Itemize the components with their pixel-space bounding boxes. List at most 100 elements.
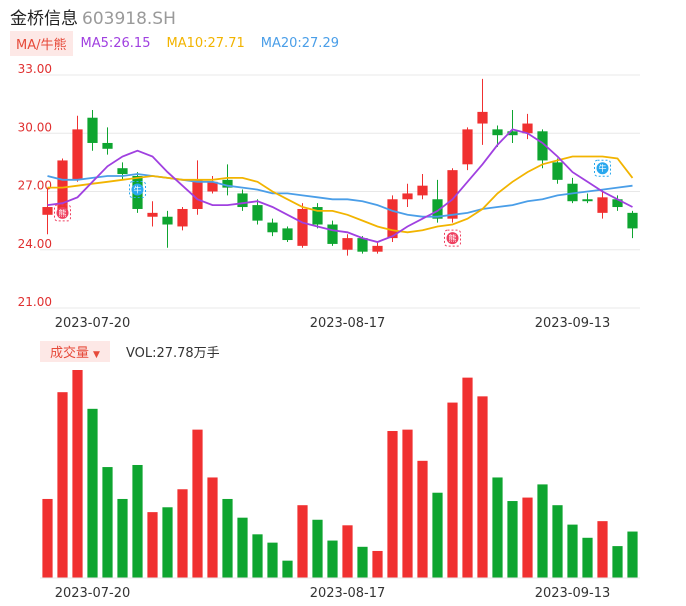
candle-body [432,199,443,219]
candle-down [102,127,113,155]
candle-down [327,220,338,246]
marker-frame [54,204,71,222]
candle-body [117,168,128,175]
volume-bar [357,546,368,578]
candle-body [522,123,533,134]
marker-label: 牛 [599,163,607,173]
candle-down [312,203,323,229]
volume-legend: 成交量 ▼ VOL:27.78万手 [40,341,220,362]
volume-date-tick-label: 2023-08-17 [310,586,386,601]
candle-body [537,131,548,161]
volume-bar [597,521,608,578]
bull-marker: 牛 [129,181,146,199]
stock-title: 金桥信息 603918.SH [10,4,176,29]
volume-bar [627,531,638,578]
volume-bar [222,498,233,578]
candle-down [162,210,173,248]
candle-down [507,109,518,143]
candle-body [222,179,233,188]
candle-down [252,199,263,225]
candle-up [192,160,203,215]
volume-bar [327,540,338,578]
candle-body [282,228,293,241]
stock-name: 金桥信息 [10,9,78,29]
candle-down [87,109,98,151]
volume-indicator-dropdown[interactable]: 成交量 ▼ [40,341,110,362]
candle-body [507,131,518,136]
volume-bar [147,512,158,578]
volume-bar [177,489,188,578]
bear-marker: 熊 [54,204,71,222]
stock-code: 603918.SH [82,9,176,29]
volume-bar [612,546,623,578]
volume-bar [87,408,98,578]
ma10-line [47,155,634,234]
candle-body [237,193,248,208]
volume-bar [312,519,323,578]
candle-body [327,224,338,244]
volume-bar [492,477,503,578]
volume-bar [117,498,128,578]
bear-marker: 熊 [444,229,461,247]
volume-bar [402,429,413,578]
ma5-label: MA5:26.15 [80,35,151,51]
bull-marker: 牛 [594,159,611,177]
candle-down [582,193,593,204]
candle-down [567,177,578,204]
ma-mode-button[interactable]: MA/牛熊 [10,30,73,56]
candle-down [237,189,248,211]
candle-body [582,199,593,202]
bear-icon [56,206,69,219]
volume-bar [57,392,68,578]
candle-up [402,183,413,208]
candle-body [567,183,578,202]
volume-bar [102,467,113,578]
volume-bar [72,370,83,578]
ma5-line [47,128,633,243]
volume-bar [162,507,173,578]
candle-body [102,142,113,149]
candle-up [72,115,83,182]
candle-body [477,111,488,124]
volume-bar [297,505,308,578]
marker-frame [594,159,611,177]
marker-label: 熊 [59,208,67,218]
candle-down [267,218,278,237]
candle-body [87,117,98,143]
candle-body [597,197,608,213]
candle-body [42,207,53,215]
volume-date-tick-label: 2023-09-13 [535,586,611,601]
candle-down [282,226,293,242]
marker-frame [444,229,461,247]
volume-bar [462,377,473,578]
candle-body [267,222,278,233]
candle-up [462,127,473,171]
marker-label: 牛 [134,185,142,195]
volume-bar [432,492,443,578]
price-tick-label: 24.00 [18,237,52,251]
candle-body [177,208,188,227]
candle-body [417,185,428,196]
candle-down [222,164,233,196]
volume-bar [507,501,518,578]
bull-icon [131,183,144,196]
volume-bar [447,402,458,578]
volume-bar [267,542,278,578]
volume-bar [537,484,548,578]
volume-date-tick-label: 2023-07-20 [55,586,131,601]
bear-icon [446,232,459,245]
ma10-label: MA10:27.71 [166,35,245,51]
candle-up [417,174,428,200]
candle-up [477,78,488,145]
volume-bar [192,429,203,578]
date-tick-label: 2023-09-13 [535,316,611,331]
candle-body [612,199,623,208]
volume-bar [252,534,263,578]
candle-body [627,212,638,229]
volume-bar [567,524,578,578]
price-tick-label: 21.00 [18,295,52,309]
candle-up [147,201,158,227]
volume-bar [42,498,53,578]
ma20-line [47,173,633,218]
